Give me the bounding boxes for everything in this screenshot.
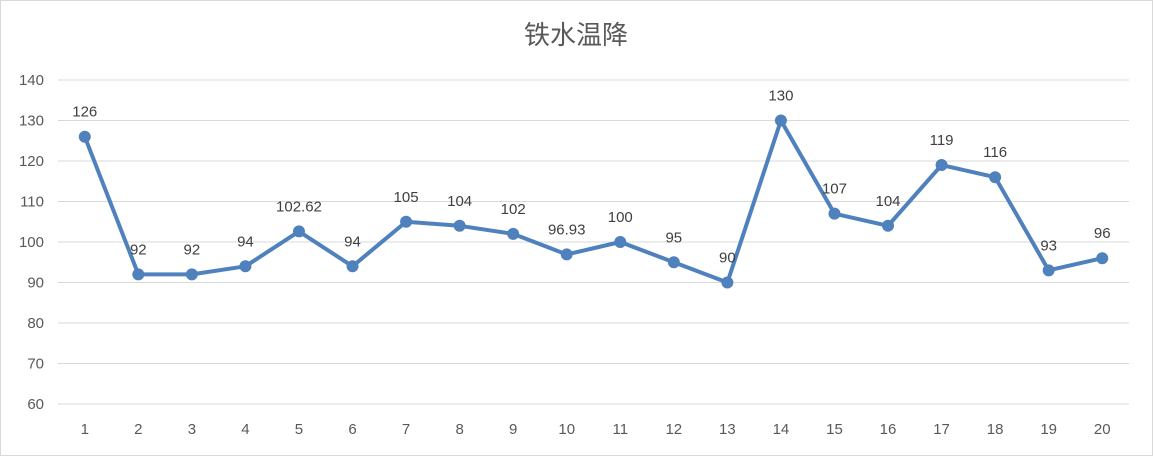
data-label: 104 — [447, 193, 472, 210]
x-tick-label: 18 — [987, 421, 1004, 438]
data-point — [935, 159, 948, 172]
data-label: 96 — [1094, 225, 1111, 242]
data-label: 96.93 — [548, 221, 586, 238]
data-label: 126 — [72, 104, 97, 121]
data-label: 104 — [876, 193, 901, 210]
x-tick-label: 17 — [933, 421, 950, 438]
x-tick-label: 1 — [81, 421, 89, 438]
x-tick-label: 4 — [241, 421, 249, 438]
data-label: 94 — [237, 233, 254, 250]
data-point — [721, 276, 734, 289]
chart-title: 铁水温降 — [524, 21, 628, 51]
data-point — [239, 260, 252, 273]
data-point — [78, 130, 91, 143]
x-tick-label: 2 — [134, 421, 142, 438]
x-tick-label: 19 — [1040, 421, 1057, 438]
data-label: 105 — [394, 189, 419, 206]
data-label: 92 — [184, 241, 201, 258]
series-layer — [78, 114, 1109, 289]
data-label: 130 — [768, 88, 793, 105]
data-point — [132, 268, 145, 281]
data-labels: 126 92 92 94 102.62 94 105 104 102 96.93 100 95 90 13… — [72, 88, 1110, 267]
data-label: 107 — [822, 181, 847, 198]
x-tick-label: 15 — [826, 421, 843, 438]
data-point — [346, 260, 359, 273]
y-tick-label: 60 — [27, 396, 44, 413]
x-tick-label: 12 — [665, 421, 682, 438]
data-label: 94 — [344, 233, 361, 250]
data-label: 100 — [608, 209, 633, 226]
data-point — [185, 268, 198, 281]
data-label: 116 — [983, 144, 1007, 161]
data-label: 119 — [930, 132, 954, 149]
data-label: 92 — [130, 241, 147, 258]
x-axis-ticks: 1 2 3 4 5 6 7 8 9 10 11 12 13 14 15 16 17 18 19 20 — [81, 421, 1111, 438]
x-tick-label: 20 — [1094, 421, 1111, 438]
data-point — [453, 219, 466, 232]
data-point — [828, 207, 841, 220]
x-tick-label: 16 — [880, 421, 897, 438]
data-label: 102 — [501, 201, 526, 218]
x-tick-label: 8 — [455, 421, 463, 438]
x-tick-label: 14 — [773, 421, 790, 438]
y-tick-label: 90 — [27, 275, 44, 292]
data-point — [882, 219, 895, 232]
y-tick-label: 70 — [27, 356, 44, 373]
x-tick-label: 5 — [295, 421, 303, 438]
y-tick-label: 140 — [19, 72, 44, 89]
data-point — [292, 225, 305, 238]
data-point — [507, 227, 520, 240]
y-tick-label: 80 — [27, 315, 44, 332]
y-tick-label: 130 — [19, 113, 44, 130]
data-label: 90 — [719, 250, 736, 267]
series-line — [82, 118, 1105, 285]
data-point — [667, 256, 680, 269]
data-point — [989, 171, 1002, 184]
data-point — [1096, 252, 1109, 265]
x-tick-label: 13 — [719, 421, 736, 438]
y-tick-label: 120 — [19, 153, 44, 170]
y-tick-label: 110 — [20, 194, 44, 211]
data-point — [560, 248, 573, 261]
x-tick-label: 11 — [612, 421, 628, 438]
x-tick-label: 3 — [188, 421, 196, 438]
data-label: 102.62 — [276, 198, 322, 215]
x-tick-label: 6 — [348, 421, 356, 438]
data-point — [1042, 264, 1055, 277]
y-axis-ticks: 60 70 80 90 100 110 120 130 140 — [19, 72, 44, 413]
gridlines — [58, 79, 1129, 405]
data-point — [614, 236, 627, 248]
data-label: 93 — [1040, 237, 1057, 254]
data-point — [774, 114, 787, 127]
data-point — [400, 215, 413, 228]
x-tick-label: 10 — [558, 421, 575, 438]
y-tick-label: 100 — [19, 234, 44, 251]
x-tick-label: 9 — [509, 421, 517, 438]
data-label: 95 — [665, 229, 682, 246]
x-tick-label: 7 — [402, 421, 410, 438]
